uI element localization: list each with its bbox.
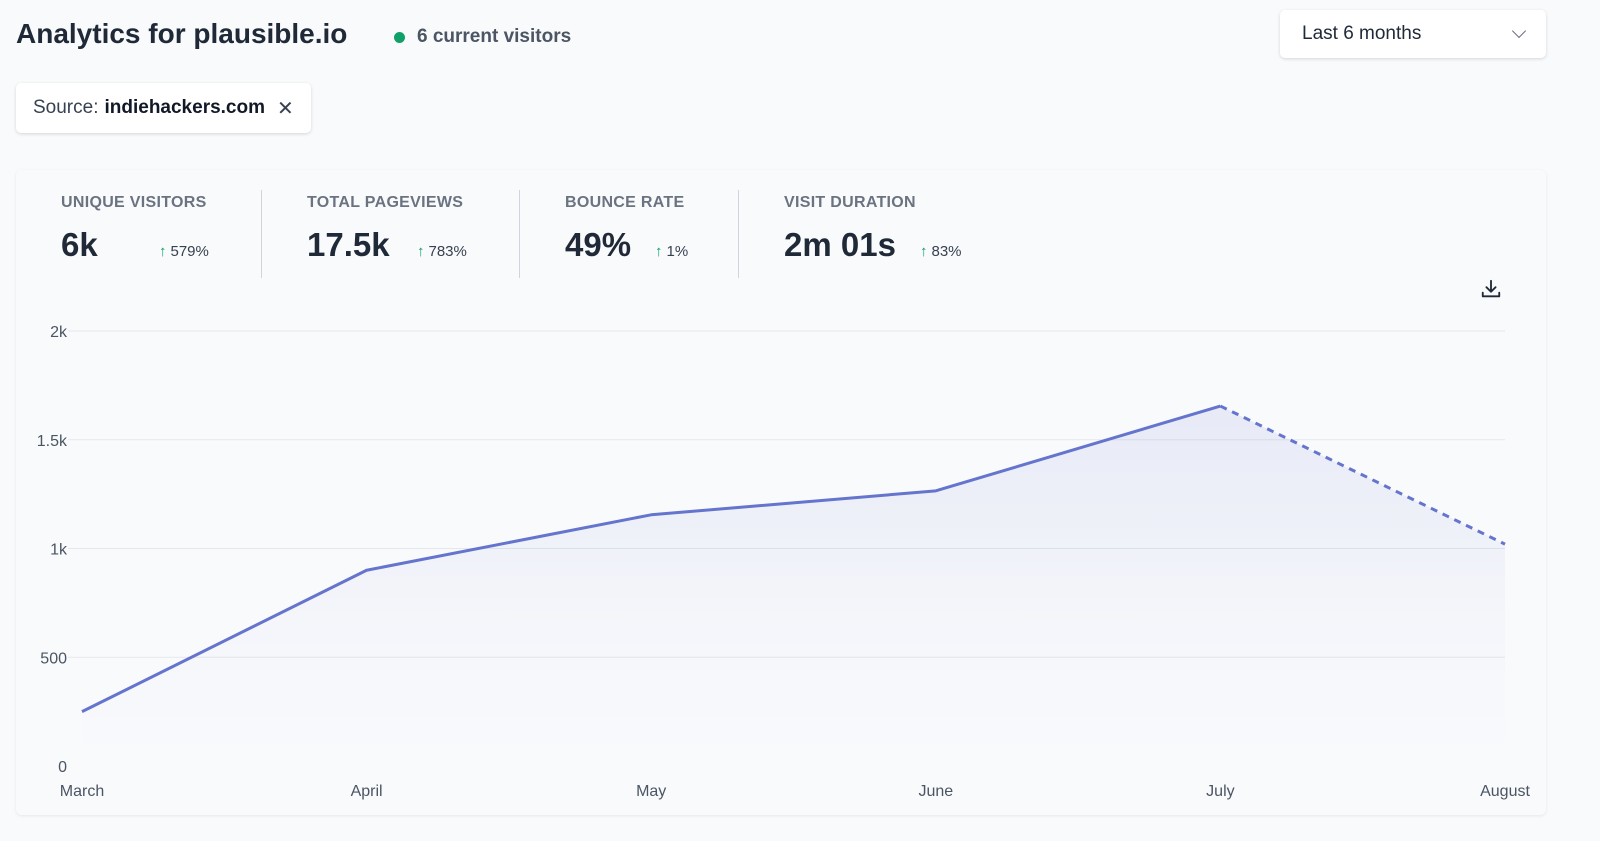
stat-value: 49% (565, 226, 632, 263)
chart-area-fill (82, 406, 1505, 766)
stat-label: BOUNCE RATE (565, 194, 685, 211)
download-icon[interactable] (1480, 278, 1502, 300)
stat-label: UNIQUE VISITORS (61, 194, 207, 211)
stat-change: ↑ 783% (417, 243, 467, 260)
close-icon[interactable]: ✕ (277, 97, 294, 120)
x-tick-label: April (351, 783, 383, 800)
x-tick-label: May (636, 783, 666, 800)
stat-value: 6k (61, 226, 98, 263)
data-point[interactable] (645, 509, 657, 521)
stat-unique-visitors[interactable]: UNIQUE VISITORS 6k ↑ 579% (61, 194, 216, 264)
y-tick-label: 1.5k (37, 433, 68, 450)
x-tick-label: June (918, 783, 953, 800)
stat-visit-duration[interactable]: VISIT DURATION 2m 01s ↑ 83% (784, 194, 962, 264)
stat-value: 2m 01s (784, 226, 896, 263)
y-tick-label: 500 (40, 650, 67, 667)
x-tick-label: August (1480, 783, 1530, 800)
data-point[interactable] (1214, 400, 1226, 412)
stat-change: ↑ 579% (159, 243, 209, 260)
y-tick-label: 2k (50, 324, 68, 341)
series-line (81, 404, 1221, 713)
arrow-up-icon: ↑ (417, 243, 425, 260)
arrow-up-icon: ↑ (159, 243, 167, 260)
period-dropdown[interactable]: Last 6 months (1280, 10, 1546, 58)
stat-change-value: 1% (666, 243, 689, 260)
data-point[interactable] (361, 564, 373, 576)
stat-bounce-rate[interactable]: BOUNCE RATE 49% ↑ 1% (565, 194, 688, 264)
stat-change-value: 83% (931, 243, 962, 260)
live-dot-icon (394, 31, 405, 43)
current-visitors[interactable]: 6 current visitors (394, 26, 571, 48)
divider (738, 190, 739, 278)
data-point[interactable] (930, 485, 942, 497)
x-tick-label: July (1206, 783, 1234, 800)
stat-total-pageviews[interactable]: TOTAL PAGEVIEWS 17.5k ↑ 783% (307, 194, 467, 264)
series-line-incomplete (1219, 404, 1506, 546)
arrow-up-icon: ↑ (655, 243, 663, 260)
stat-label: VISIT DURATION (784, 194, 916, 211)
divider (519, 190, 520, 278)
stat-change: ↑ 1% (655, 243, 688, 260)
data-point[interactable] (76, 706, 88, 718)
filter-pill-source[interactable]: Source: indiehackers.com ✕ (16, 83, 311, 133)
current-visitors-label: 6 current visitors (417, 26, 572, 47)
data-point[interactable] (1499, 538, 1511, 550)
x-tick-label: March (60, 783, 104, 800)
stat-change-value: 783% (428, 243, 467, 260)
period-value: Last 6 months (1302, 23, 1422, 44)
filter-value: indiehackers.com (104, 97, 266, 118)
divider (261, 190, 262, 278)
y-tick-label: 1k (50, 542, 68, 559)
stat-change: ↑ 83% (920, 243, 962, 260)
arrow-up-icon: ↑ (920, 243, 928, 260)
stat-label: TOTAL PAGEVIEWS (307, 194, 464, 211)
page-title: Analytics for plausible.io (16, 18, 348, 49)
y-tick-label: 0 (58, 759, 67, 776)
filter-label: Source: (33, 97, 99, 118)
stat-value: 17.5k (307, 226, 390, 263)
stat-change-value: 579% (170, 243, 209, 260)
